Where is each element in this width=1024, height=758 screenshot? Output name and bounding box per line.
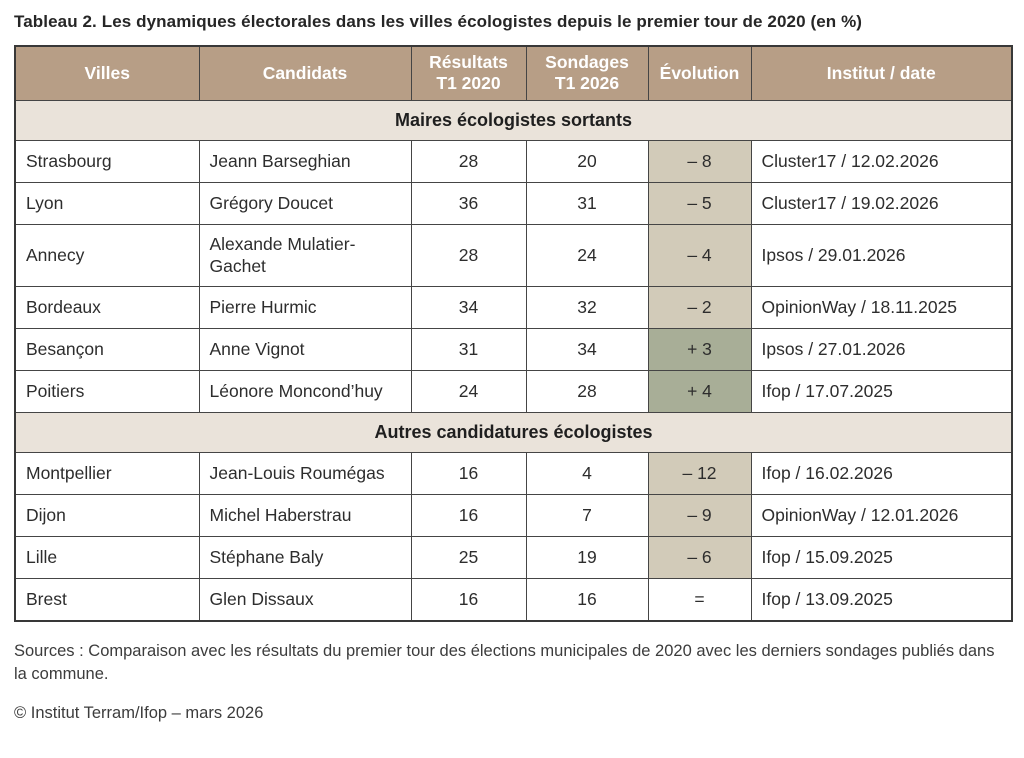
cell-ville: Montpellier: [14, 452, 200, 496]
cell-t1-2020: 28: [410, 139, 527, 183]
cell-t1-2020: 16: [410, 452, 527, 496]
cell-t1-2020: 28: [410, 223, 527, 288]
column-header-institut-date: Institut / date: [750, 45, 1013, 101]
section-label: Autres candidatures écologistes: [14, 412, 1013, 454]
cell-candidat: Alexande Mulatier-Gachet: [198, 223, 412, 288]
table-row: Lyon Grégory Doucet 36 31 – 5 Cluster17 …: [14, 181, 1013, 225]
cell-t1-2026: 4: [525, 452, 649, 496]
cell-institut: OpinionWay / 18.11.2025: [750, 286, 1013, 330]
cell-t1-2026: 32: [525, 286, 649, 330]
cell-institut: Cluster17 / 19.02.2026: [750, 181, 1013, 225]
cell-institut: Cluster17 / 12.02.2026: [750, 139, 1013, 183]
cell-candidat: Grégory Doucet: [198, 181, 412, 225]
cell-institut: Ifop / 13.09.2025: [750, 578, 1013, 622]
cell-t1-2020: 16: [410, 494, 527, 538]
cell-t1-2020: 25: [410, 536, 527, 580]
cell-ville: Brest: [14, 578, 200, 622]
table-row: Strasbourg Jeann Barseghian 28 20 – 8 Cl…: [14, 139, 1013, 183]
cell-t1-2020: 16: [410, 578, 527, 622]
table-title-text: Les dynamiques électorales dans les vill…: [96, 12, 863, 31]
cell-ville: Bordeaux: [14, 286, 200, 330]
cell-t1-2020: 34: [410, 286, 527, 330]
cell-t1-2026: 16: [525, 578, 649, 622]
cell-evolution: – 4: [647, 223, 752, 288]
cell-ville: Poitiers: [14, 370, 200, 414]
cell-candidat: Anne Vignot: [198, 328, 412, 372]
copyright-note: © Institut Terram/Ifop – mars 2026: [14, 703, 264, 722]
table-row: Annecy Alexande Mulatier-Gachet 28 24 – …: [14, 223, 1013, 288]
cell-candidat: Pierre Hurmic: [198, 286, 412, 330]
column-header-sondages-t1-2026: Sondages T1 2026: [525, 45, 649, 101]
cell-institut: Ipsos / 29.01.2026: [750, 223, 1013, 288]
cell-candidat: Glen Dissaux: [198, 578, 412, 622]
column-header-resultats-t1-2020: Résultats T1 2020: [410, 45, 527, 101]
cell-ville: Strasbourg: [14, 139, 200, 183]
cell-candidat: Stéphane Baly: [198, 536, 412, 580]
electoral-table: Villes Candidats Résultats T1 2020 Sonda…: [14, 45, 1013, 622]
cell-candidat: Jean-Louis Roumégas: [198, 452, 412, 496]
cell-institut: Ifop / 17.07.2025: [750, 370, 1013, 414]
cell-institut: Ifop / 15.09.2025: [750, 536, 1013, 580]
cell-evolution: – 9: [647, 494, 752, 538]
cell-t1-2026: 7: [525, 494, 649, 538]
cell-evolution: + 4: [647, 370, 752, 414]
sources-note: Sources : Comparaison avec les résultats…: [14, 641, 995, 684]
cell-evolution: – 12: [647, 452, 752, 496]
cell-evolution: + 3: [647, 328, 752, 372]
cell-t1-2020: 36: [410, 181, 527, 225]
table-row: Besançon Anne Vignot 31 34 + 3 Ipsos / 2…: [14, 328, 1013, 372]
cell-ville: Lyon: [14, 181, 200, 225]
cell-ville: Besançon: [14, 328, 200, 372]
column-header-candidats: Candidats: [198, 45, 412, 101]
cell-evolution: – 5: [647, 181, 752, 225]
cell-institut: Ifop / 16.02.2026: [750, 452, 1013, 496]
table-row: Bordeaux Pierre Hurmic 34 32 – 2 Opinion…: [14, 286, 1013, 330]
column-header-evolution: Évolution: [647, 45, 752, 101]
cell-candidat: Léonore Moncond’huy: [198, 370, 412, 414]
table-header: Villes Candidats Résultats T1 2020 Sonda…: [14, 45, 1013, 101]
cell-ville: Annecy: [14, 223, 200, 288]
cell-t1-2026: 24: [525, 223, 649, 288]
table-row: Montpellier Jean-Louis Roumégas 16 4 – 1…: [14, 452, 1013, 496]
cell-institut: Ipsos / 27.01.2026: [750, 328, 1013, 372]
cell-evolution: – 6: [647, 536, 752, 580]
column-header-villes: Villes: [14, 45, 200, 101]
section-row: Autres candidatures écologistes: [14, 412, 1013, 454]
header-row: Villes Candidats Résultats T1 2020 Sonda…: [14, 45, 1013, 101]
cell-t1-2026: 19: [525, 536, 649, 580]
cell-t1-2026: 20: [525, 139, 649, 183]
section-label: Maires écologistes sortants: [14, 99, 1013, 141]
page: Tableau 2. Les dynamiques électorales da…: [14, 12, 1013, 722]
cell-ville: Dijon: [14, 494, 200, 538]
section-row: Maires écologistes sortants: [14, 99, 1013, 141]
cell-evolution: – 2: [647, 286, 752, 330]
table-row: Dijon Michel Haberstrau 16 7 – 9 Opinion…: [14, 494, 1013, 538]
table-row: Lille Stéphane Baly 25 19 – 6 Ifop / 15.…: [14, 536, 1013, 580]
table-title: Tableau 2. Les dynamiques électorales da…: [14, 12, 1010, 32]
cell-t1-2020: 31: [410, 328, 527, 372]
table-row: Brest Glen Dissaux 16 16 = Ifop / 13.09.…: [14, 578, 1013, 622]
cell-evolution: – 8: [647, 139, 752, 183]
cell-t1-2020: 24: [410, 370, 527, 414]
cell-evolution: =: [647, 578, 752, 622]
table-title-prefix: Tableau 2.: [14, 12, 97, 31]
cell-institut: OpinionWay / 12.01.2026: [750, 494, 1013, 538]
cell-ville: Lille: [14, 536, 200, 580]
table-body: Maires écologistes sortants Strasbourg J…: [14, 99, 1013, 622]
cell-t1-2026: 31: [525, 181, 649, 225]
cell-t1-2026: 34: [525, 328, 649, 372]
cell-t1-2026: 28: [525, 370, 649, 414]
cell-candidat: Michel Haberstrau: [198, 494, 412, 538]
cell-candidat: Jeann Barseghian: [198, 139, 412, 183]
table-row: Poitiers Léonore Moncond’huy 24 28 + 4 I…: [14, 370, 1013, 414]
